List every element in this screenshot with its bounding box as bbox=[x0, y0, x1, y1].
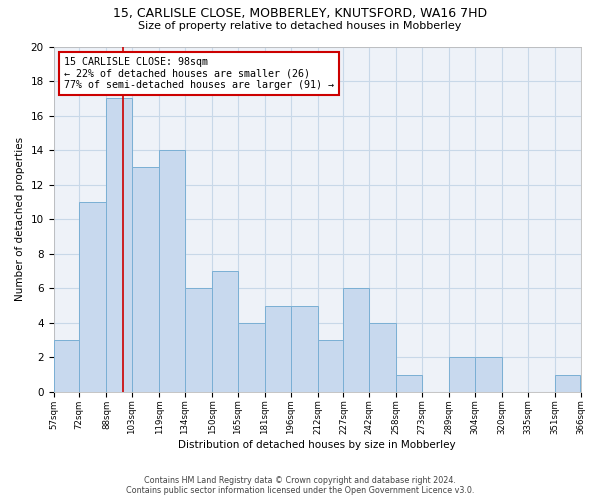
Bar bbox=[212, 271, 238, 392]
Bar bbox=[265, 306, 290, 392]
Bar bbox=[397, 374, 422, 392]
X-axis label: Distribution of detached houses by size in Mobberley: Distribution of detached houses by size … bbox=[178, 440, 456, 450]
Bar bbox=[132, 168, 159, 392]
Text: 15, CARLISLE CLOSE, MOBBERLEY, KNUTSFORD, WA16 7HD: 15, CARLISLE CLOSE, MOBBERLEY, KNUTSFORD… bbox=[113, 8, 487, 20]
Bar bbox=[555, 374, 580, 392]
Text: 15 CARLISLE CLOSE: 98sqm
← 22% of detached houses are smaller (26)
77% of semi-d: 15 CARLISLE CLOSE: 98sqm ← 22% of detach… bbox=[64, 57, 334, 90]
Bar bbox=[53, 340, 79, 392]
Bar bbox=[290, 306, 318, 392]
Text: Size of property relative to detached houses in Mobberley: Size of property relative to detached ho… bbox=[139, 21, 461, 31]
Bar bbox=[369, 323, 397, 392]
Bar bbox=[106, 98, 132, 392]
Bar bbox=[79, 202, 106, 392]
Bar bbox=[449, 358, 475, 392]
Bar bbox=[185, 288, 212, 392]
Bar bbox=[475, 358, 502, 392]
Bar bbox=[238, 323, 265, 392]
Text: Contains HM Land Registry data © Crown copyright and database right 2024.
Contai: Contains HM Land Registry data © Crown c… bbox=[126, 476, 474, 495]
Bar bbox=[343, 288, 369, 392]
Y-axis label: Number of detached properties: Number of detached properties bbox=[15, 137, 25, 302]
Bar bbox=[159, 150, 185, 392]
Bar bbox=[318, 340, 343, 392]
